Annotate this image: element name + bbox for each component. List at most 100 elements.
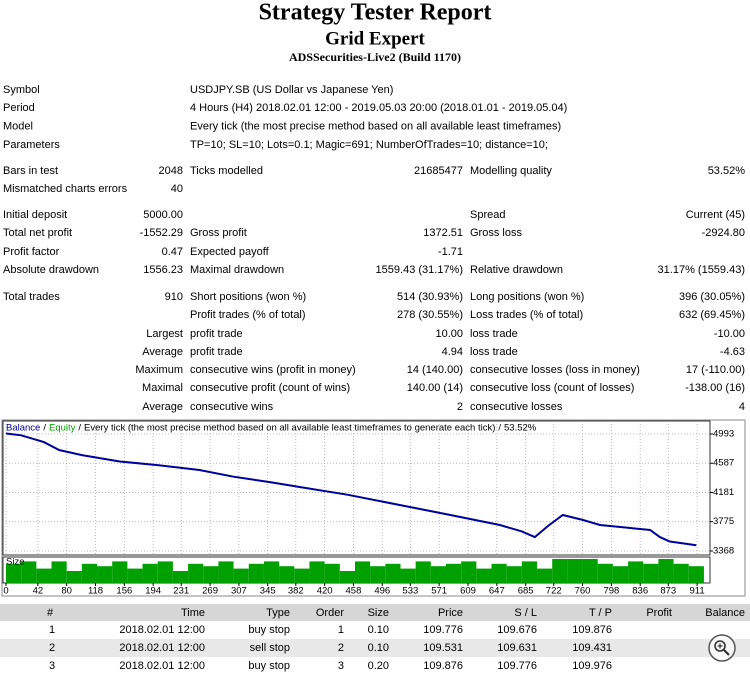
x-tick-label: 722: [546, 586, 562, 597]
size-label: Size: [6, 557, 24, 568]
y-tick-label: 4993: [713, 428, 734, 439]
stat-value: 1372.51: [423, 227, 463, 239]
size-bar: [188, 563, 204, 583]
zoom-ring: [708, 634, 736, 662]
x-tick-label: 42: [33, 586, 44, 597]
zoom-lens: [714, 640, 726, 652]
stat-value: 2: [457, 401, 463, 413]
table-cell: buy stop: [248, 624, 290, 636]
stat-value: Average: [142, 346, 183, 358]
size-bar: [127, 568, 143, 583]
size-bar: [567, 559, 583, 583]
table-cell: 1: [49, 624, 55, 636]
stat-label: Absolute drawdown: [3, 264, 99, 276]
stat-label: Total net profit: [3, 227, 72, 239]
table-row-bg: [0, 621, 750, 639]
stat-label: consecutive losses: [470, 401, 563, 413]
size-bar: [248, 563, 264, 583]
x-tick-label: 836: [632, 586, 648, 597]
size-bar: [400, 568, 416, 583]
size-bar: [476, 568, 492, 583]
x-tick-label: 496: [374, 586, 390, 597]
stat-value: 0.47: [162, 246, 183, 258]
x-tick-label: 571: [431, 586, 447, 597]
stat-label: Long positions (won %): [470, 291, 584, 303]
stat-value: 53.52%: [708, 165, 746, 177]
table-cell: 3: [49, 660, 55, 672]
table-cell: 2018.02.01 12:00: [119, 624, 205, 636]
size-bar: [66, 571, 82, 583]
table-cell: sell stop: [250, 642, 290, 654]
stat-label: consecutive losses (loss in money): [470, 364, 640, 376]
size-bar: [673, 563, 689, 583]
size-bar: [461, 561, 477, 583]
chart-description: Every tick (the most precise method base…: [84, 423, 495, 434]
stat-value: 40: [171, 183, 183, 195]
balance-chart: 4993 4587 4181 3775 3368 0 42 80 118 156 194 231 269…: [2, 420, 734, 597]
size-bar: [354, 561, 371, 583]
stat-label: Relative drawdown: [470, 264, 563, 276]
table-cell: 2: [49, 642, 55, 654]
stat-label: Initial deposit: [3, 209, 67, 221]
x-tick-label: 345: [260, 586, 276, 597]
size-bar: [688, 566, 704, 583]
table-row-bg: [0, 639, 750, 657]
table-cell: 109.531: [423, 642, 463, 654]
size-bar: [279, 566, 295, 583]
size-bar: [415, 561, 431, 583]
stat-value: 278 (30.55%): [397, 309, 463, 321]
x-tick-label: 420: [317, 586, 333, 597]
table-cell: 109.776: [497, 660, 537, 672]
stat-value: 632 (69.45%): [679, 309, 745, 321]
report-title: Strategy Tester Report: [259, 0, 492, 26]
stat-label: Expected payoff: [190, 246, 270, 258]
stat-value: Largest: [146, 328, 183, 340]
stat-value: 4.94: [442, 346, 463, 358]
stat-value: 1559.43 (31.17%): [376, 264, 463, 276]
table-cell: buy stop: [248, 660, 290, 672]
size-bar: [21, 561, 37, 583]
stat-label: Profit factor: [3, 246, 60, 258]
stat-label: Spread: [470, 209, 505, 221]
legend-entry: Balance: [6, 423, 40, 434]
column-header: Type: [266, 607, 290, 619]
size-bar: [203, 566, 219, 583]
y-tick-label: 4181: [713, 487, 734, 498]
stat-label: Ticks modelled: [190, 165, 263, 177]
column-header: Balance: [705, 607, 745, 619]
stat-value: 14 (140.00): [407, 364, 463, 376]
stat-label: Maximal drawdown: [190, 264, 284, 276]
server-name: ADSSecurities-Live2 (Build 1170): [289, 50, 461, 64]
column-header: Time: [181, 607, 205, 619]
size-bar: [218, 561, 234, 583]
table-cell: 0.10: [368, 624, 389, 636]
size-bar: [582, 559, 598, 583]
x-tick-label: 269: [202, 586, 218, 597]
table-cell: 1: [338, 624, 344, 636]
x-tick-label: 609: [460, 586, 476, 597]
size-bar: [157, 561, 173, 583]
stat-value: 140.00 (14): [407, 382, 463, 394]
column-header: Price: [438, 607, 463, 619]
stat-value: 396 (30.05%): [679, 291, 745, 303]
table-cell: 2018.02.01 12:00: [119, 660, 205, 672]
x-tick-label: 194: [145, 586, 161, 597]
stat-value: 910: [165, 291, 183, 303]
stat-label: Gross loss: [470, 227, 522, 239]
info-value: TP=10; SL=10; Lots=0.1; Magic=691; Numbe…: [190, 139, 548, 151]
info-label: Period: [3, 102, 35, 114]
size-bar: [172, 571, 189, 583]
stat-value: Current (45): [686, 209, 745, 221]
stat-value: -2924.80: [702, 227, 745, 239]
x-tick-label: 873: [660, 586, 676, 597]
info-value: 4 Hours (H4) 2018.02.01 12:00 - 2019.05.…: [190, 102, 567, 114]
stat-value: Maximum: [135, 364, 183, 376]
size-bar: [521, 561, 538, 583]
size-bar: [628, 561, 644, 583]
size-bar: [142, 563, 158, 583]
size-bar: [552, 559, 568, 583]
legend-separator: /: [43, 423, 46, 434]
stat-label: Bars in test: [3, 165, 58, 177]
zoom-icon[interactable]: [708, 634, 736, 662]
